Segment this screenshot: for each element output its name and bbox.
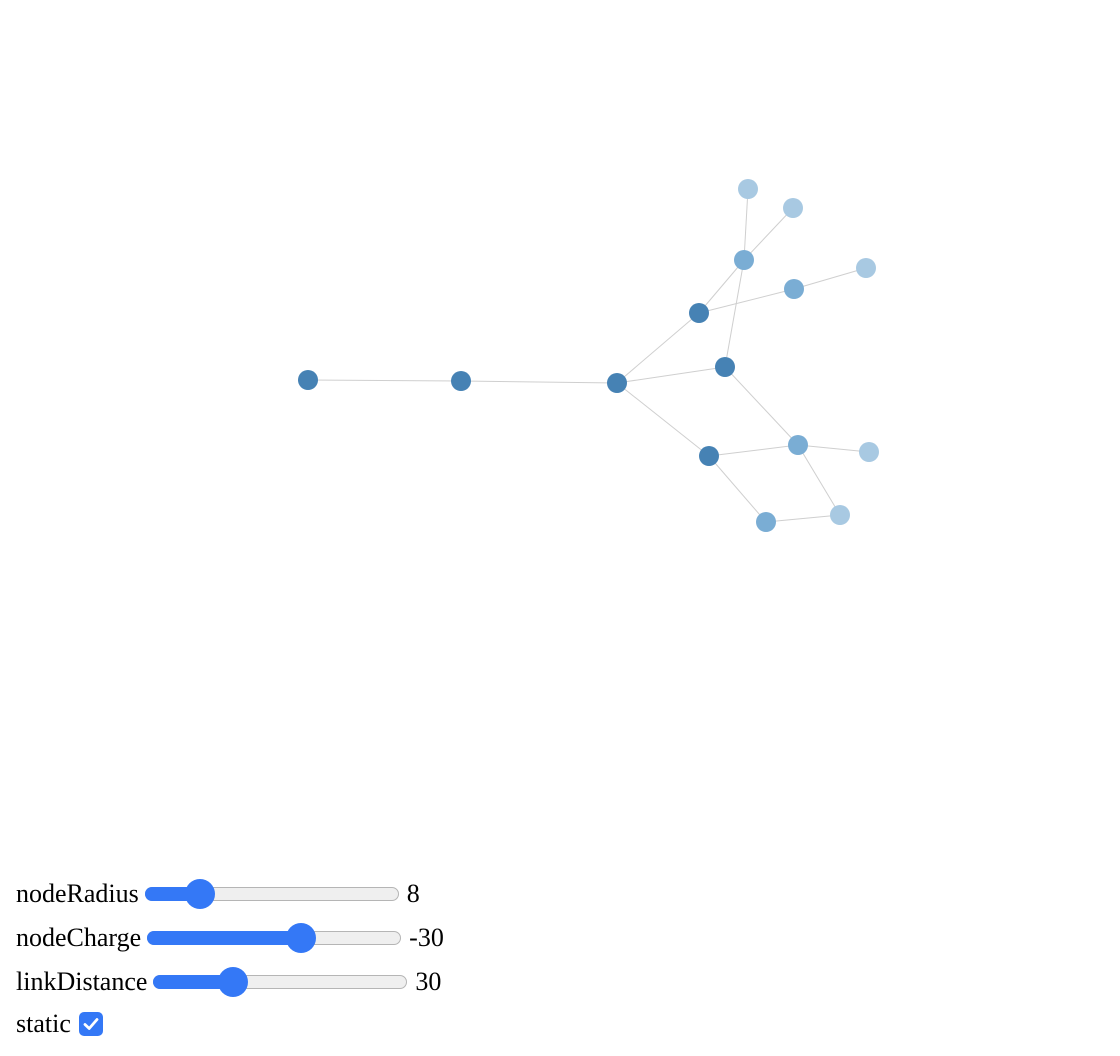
node-radius-slider[interactable] (144, 879, 399, 909)
controls-panel: nodeRadius 8 nodeCharge -30 linkDistance… (16, 872, 444, 1044)
link-distance-control: linkDistance 30 (16, 960, 444, 1004)
graph-node[interactable] (788, 435, 808, 455)
graph-node[interactable] (859, 442, 879, 462)
graph-nodes (298, 179, 879, 532)
graph-node[interactable] (830, 505, 850, 525)
slider-fill (147, 931, 302, 945)
graph-link (616, 382, 710, 457)
node-charge-value: -30 (409, 923, 444, 952)
graph-link (743, 188, 749, 261)
graph-link (616, 312, 700, 384)
graph-links (307, 188, 870, 523)
graph-link (724, 259, 745, 368)
graph-link (698, 288, 795, 314)
node-charge-label: nodeCharge (16, 923, 142, 952)
graph-link (793, 267, 867, 290)
graph-link (797, 444, 870, 453)
graph-node[interactable] (607, 373, 627, 393)
graph-link (743, 207, 794, 261)
static-label: static (16, 1009, 71, 1038)
graph-link (708, 455, 767, 523)
graph-link (797, 444, 841, 516)
graph-link (307, 379, 462, 382)
static-control: static (16, 1004, 444, 1044)
graph-link (698, 259, 745, 314)
link-distance-slider[interactable] (153, 967, 408, 997)
graph-node[interactable] (451, 371, 471, 391)
link-distance-value: 30 (415, 967, 442, 996)
graph-node[interactable] (784, 279, 804, 299)
graph-link (708, 444, 799, 457)
node-radius-value: 8 (406, 879, 420, 908)
graph-link (724, 366, 799, 446)
link-distance-label: linkDistance (16, 967, 148, 996)
node-charge-control: nodeCharge -30 (16, 916, 444, 960)
checkmark-icon (83, 1018, 99, 1030)
graph-link (765, 514, 841, 523)
node-radius-control: nodeRadius 8 (16, 872, 444, 916)
graph-node[interactable] (756, 512, 776, 532)
static-checkbox[interactable] (78, 1012, 103, 1036)
graph-node[interactable] (298, 370, 318, 390)
graph-node[interactable] (856, 258, 876, 278)
force-graph (298, 179, 879, 532)
graph-node[interactable] (715, 357, 735, 377)
graph-link (460, 380, 618, 384)
slider-fill (153, 975, 234, 989)
graph-node[interactable] (783, 198, 803, 218)
graph-node[interactable] (699, 446, 719, 466)
node-radius-label: nodeRadius (16, 879, 139, 908)
slider-thumb[interactable] (185, 879, 216, 909)
node-charge-slider[interactable] (147, 923, 402, 953)
graph-node[interactable] (738, 179, 758, 199)
slider-thumb[interactable] (218, 967, 249, 997)
graph-node[interactable] (689, 303, 709, 323)
graph-link (616, 366, 726, 384)
slider-thumb[interactable] (286, 923, 317, 953)
graph-node[interactable] (734, 250, 754, 270)
